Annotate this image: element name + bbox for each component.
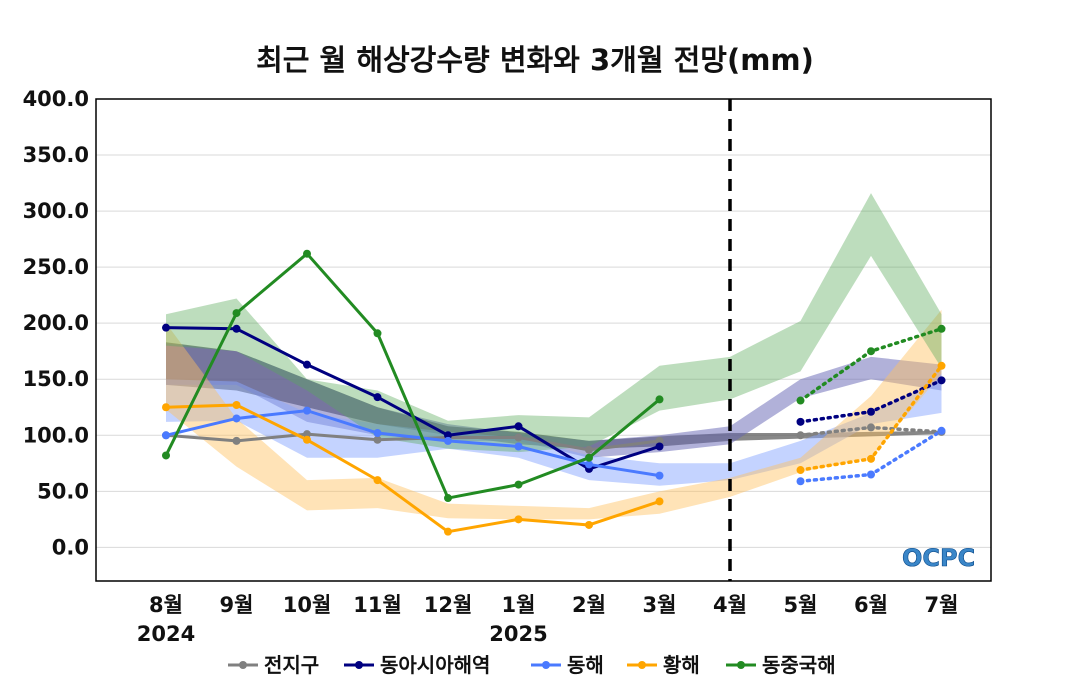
point-황해 <box>303 435 311 444</box>
point-황해 <box>162 403 170 412</box>
point-동중국해 <box>796 396 805 405</box>
point-전지구 <box>585 445 593 454</box>
x-tick-label: 1월 <box>502 593 536 617</box>
point-동해 <box>303 406 311 415</box>
y-tick-label: 0.0 <box>52 535 89 559</box>
legend-marker <box>355 661 363 669</box>
point-동아시아해역 <box>303 360 311 369</box>
point-동아시아해역 <box>232 324 241 333</box>
point-동중국해 <box>162 451 170 460</box>
point-동해 <box>867 470 875 479</box>
point-동해 <box>796 477 805 486</box>
uncertainty-bands <box>166 193 942 520</box>
line-황해 <box>165 403 660 534</box>
point-동아시아해역 <box>867 407 875 416</box>
point-황해 <box>373 476 382 485</box>
x-tick-label: 9월 <box>220 593 254 617</box>
point-동중국해 <box>303 249 311 258</box>
point-동아시아해역 <box>162 323 170 332</box>
point-전지구 <box>373 435 382 444</box>
point-동중국해 <box>655 395 664 404</box>
point-황해 <box>514 515 523 524</box>
y-tick-label: 200.0 <box>23 311 89 335</box>
point-전지구 <box>655 436 664 445</box>
point-전지구 <box>796 431 805 440</box>
point-동아시아해역 <box>373 393 382 402</box>
point-황해 <box>796 466 805 475</box>
legend-label: 동해 <box>567 653 604 677</box>
point-황해 <box>867 454 875 463</box>
legend-marker <box>542 661 550 669</box>
band-동해 <box>166 379 942 486</box>
line-전지구 <box>165 432 660 452</box>
legend-marker <box>638 661 646 669</box>
point-동해 <box>232 414 241 423</box>
point-동해 <box>373 429 382 438</box>
legend: 전지구 동아시아해역 동해 황해 동중국해 <box>228 653 836 677</box>
x-tick-label: 4월 <box>713 593 747 617</box>
x-tick-label: 6월 <box>854 593 888 617</box>
point-동해 <box>162 431 170 440</box>
legend-label: 전지구 <box>264 653 319 677</box>
point-동해 <box>444 436 452 445</box>
point-동아시아해역 <box>655 442 664 451</box>
point-동아시아해역 <box>444 431 452 440</box>
point-동아시아해역 <box>937 376 946 385</box>
y-tick-label: 300.0 <box>23 199 89 223</box>
point-동중국해 <box>373 329 382 338</box>
point-동아시아해역 <box>796 417 805 426</box>
series-points <box>162 249 946 536</box>
y-tick-label: 100.0 <box>23 423 89 447</box>
x-tick-label: 7월 <box>925 593 959 617</box>
y-axis: 400.0 350.0 300.0 250.0 200.0 150.0 100.0 50.0 0… <box>23 87 89 559</box>
point-동중국해 <box>444 494 452 503</box>
point-황해 <box>585 520 593 529</box>
year-label: 2025 <box>489 622 547 646</box>
y-tick-label: 400.0 <box>23 87 89 111</box>
legend-label: 동아시아해역 <box>380 653 490 677</box>
point-동중국해 <box>867 347 875 356</box>
point-동중국해 <box>937 324 946 333</box>
ocpc-logo: OCPC <box>902 544 976 573</box>
line-동중국해 <box>164 252 661 500</box>
point-동해 <box>655 471 664 480</box>
band-동중국해 <box>166 193 942 453</box>
plot-frame <box>95 98 992 582</box>
legend-label: 황해 <box>663 653 700 677</box>
point-황해 <box>937 361 946 370</box>
year-label: 2024 <box>137 622 195 646</box>
point-황해 <box>444 527 452 536</box>
y-tick-label: 150.0 <box>23 367 89 391</box>
point-동해 <box>514 442 523 451</box>
logo-text: OCPC <box>902 544 975 572</box>
x-axis: 8월 9월 10월 11월 12월 1월 2월 3월 4월 5월 6월 7월 2024 2025 <box>137 593 959 646</box>
legend-marker <box>239 661 247 669</box>
point-동중국해 <box>514 480 523 489</box>
y-tick-label: 350.0 <box>23 143 89 167</box>
x-tick-label: 2월 <box>572 593 606 617</box>
y-tick-label: 50.0 <box>37 479 89 503</box>
x-tick-label: 12월 <box>424 593 473 617</box>
point-황해 <box>232 401 241 410</box>
x-tick-label: 10월 <box>283 593 332 617</box>
point-전지구 <box>303 430 311 439</box>
point-동해 <box>937 426 946 435</box>
point-동중국해 <box>585 453 593 462</box>
x-tick-label: 3월 <box>643 593 677 617</box>
point-전지구 <box>232 436 241 445</box>
x-tick-label: 8월 <box>149 593 183 617</box>
point-동중국해 <box>232 309 241 318</box>
x-tick-label: 5월 <box>784 593 818 617</box>
point-전지구 <box>514 433 523 442</box>
x-tick-label: 11월 <box>353 593 402 617</box>
point-동해 <box>585 460 593 469</box>
y-tick-label: 250.0 <box>23 255 89 279</box>
point-황해 <box>655 497 664 506</box>
legend-marker <box>737 661 745 669</box>
legend-label: 동중국해 <box>762 653 836 677</box>
chart-title: 최근 월 해상강수량 변화와 3개월 전망(mm) <box>256 43 814 77</box>
point-동아시아해역 <box>514 422 523 431</box>
point-전지구 <box>867 423 875 432</box>
